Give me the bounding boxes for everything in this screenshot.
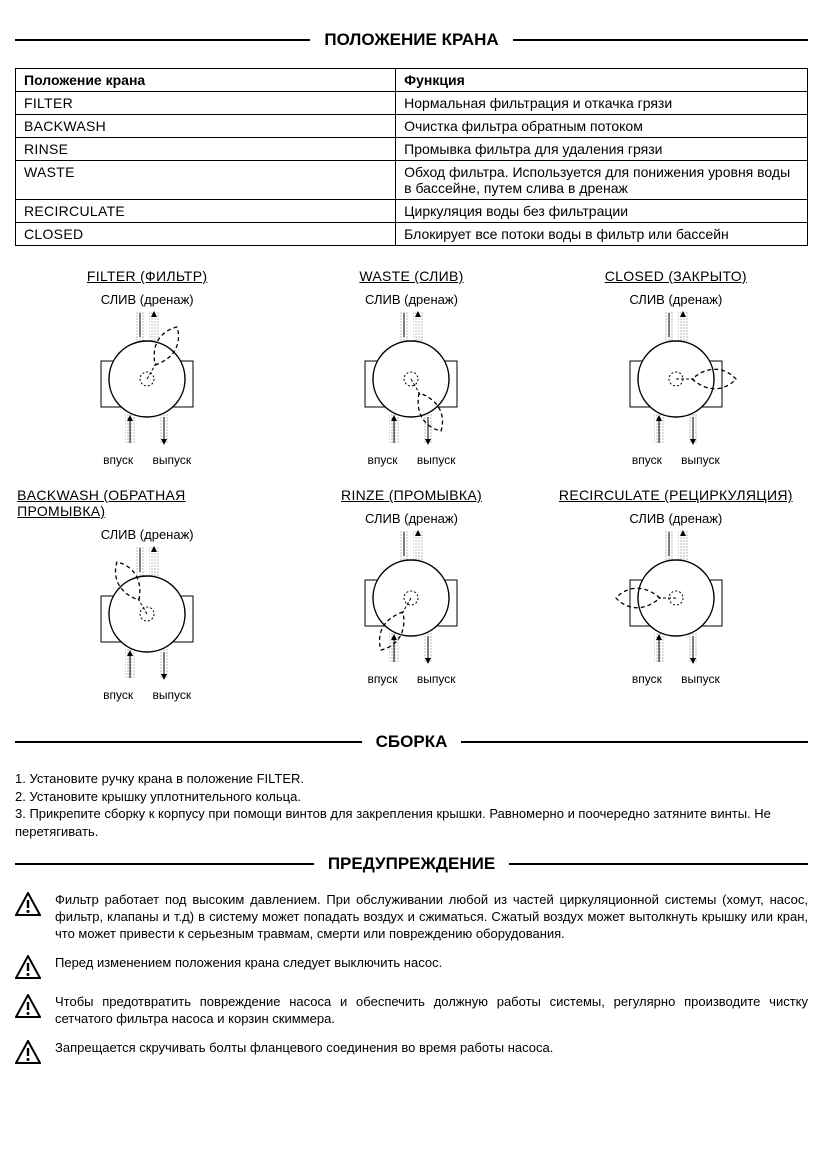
divider-line <box>461 741 808 743</box>
table-header-function: Функция <box>396 69 808 92</box>
warning-text: Запрещается скручивать болты фланцевого … <box>55 1040 808 1057</box>
valve-diagram: BACKWASH (ОБРАТНАЯ ПРОМЫВКА) СЛИВ (дрена… <box>17 487 277 702</box>
diagram-drain-label: СЛИВ (дренаж) <box>365 292 458 307</box>
warning-row: Фильтр работает под высоким давлением. П… <box>15 892 808 943</box>
diagram-ports: впуск выпуск <box>95 453 199 467</box>
table-cell-position: FILTER <box>16 92 396 115</box>
diagram-ports: впуск выпуск <box>360 672 464 686</box>
table-cell-position: CLOSED <box>16 223 396 246</box>
table-cell-position: RINSE <box>16 138 396 161</box>
diagram-ports: впуск выпуск <box>95 688 199 702</box>
section-title: ПОЛОЖЕНИЕ КРАНА <box>310 30 512 50</box>
warning-text: Фильтр работает под высоким давлением. П… <box>55 892 808 943</box>
table-cell-function: Обход фильтра. Используется для понижени… <box>396 161 808 200</box>
inlet-label: впуск <box>368 453 398 467</box>
diagram-drain-label: СЛИВ (дренаж) <box>101 292 194 307</box>
valve-diagram: CLOSED (ЗАКРЫТО) СЛИВ (дренаж) впуск вып… <box>546 268 806 467</box>
divider-line <box>513 39 808 41</box>
warning-text: Чтобы предотвратить повреждение насоса и… <box>55 994 808 1028</box>
divider-line <box>15 741 362 743</box>
table-cell-function: Нормальная фильтрация и откачка грязи <box>396 92 808 115</box>
diagrams-grid: FILTER (ФИЛЬТР) СЛИВ (дренаж) впуск выпу… <box>15 268 808 722</box>
warning-row: Чтобы предотвратить повреждение насоса и… <box>15 994 808 1028</box>
diagram-title: WASTE (СЛИВ) <box>359 268 463 284</box>
assembly-text: 1. Установите ручку крана в положение FI… <box>15 770 808 840</box>
outlet-label: выпуск <box>417 453 456 467</box>
inlet-label: впуск <box>368 672 398 686</box>
table-cell-function: Промывка фильтра для удаления грязи <box>396 138 808 161</box>
diagram-drain-label: СЛИВ (дренаж) <box>365 511 458 526</box>
warning-icon <box>15 892 41 919</box>
diagram-drain-label: СЛИВ (дренаж) <box>101 527 194 542</box>
table-row: FILTERНормальная фильтрация и откачка гр… <box>16 92 808 115</box>
section-header-positions: ПОЛОЖЕНИЕ КРАНА <box>15 30 808 50</box>
diagram-title: RECIRCULATE (РЕЦИРКУЛЯЦИЯ) <box>559 487 793 503</box>
diagram-ports: впуск выпуск <box>624 672 728 686</box>
table-row: BACKWASHОчистка фильтра обратным потоком <box>16 115 808 138</box>
diagram-ports: впуск выпуск <box>360 453 464 467</box>
inlet-label: впуск <box>103 453 133 467</box>
diagram-title: CLOSED (ЗАКРЫТО) <box>605 268 747 284</box>
diagram-title: BACKWASH (ОБРАТНАЯ ПРОМЫВКА) <box>17 487 277 519</box>
warning-text: Перед изменением положения крана следует… <box>55 955 808 972</box>
warning-icon <box>15 955 41 982</box>
table-header-position: Положение крана <box>16 69 396 92</box>
positions-table: Положение крана Функция FILTERНормальная… <box>15 68 808 246</box>
table-cell-function: Циркуляция воды без фильтрации <box>396 200 808 223</box>
table-cell-position: BACKWASH <box>16 115 396 138</box>
outlet-label: выпуск <box>153 688 192 702</box>
outlet-label: выпуск <box>681 453 720 467</box>
table-row: RINSEПромывка фильтра для удаления грязи <box>16 138 808 161</box>
valve-diagram: RECIRCULATE (РЕЦИРКУЛЯЦИЯ) СЛИВ (дренаж)… <box>546 487 806 702</box>
warning-icon <box>15 1040 41 1067</box>
divider-line <box>15 863 314 865</box>
diagram-title: RINZE (ПРОМЫВКА) <box>341 487 482 503</box>
divider-line <box>509 863 808 865</box>
diagram-ports: впуск выпуск <box>624 453 728 467</box>
table-cell-function: Очистка фильтра обратным потоком <box>396 115 808 138</box>
section-title: ПРЕДУПРЕЖДЕНИЕ <box>314 854 509 874</box>
table-cell-position: RECIRCULATE <box>16 200 396 223</box>
table-row: RECIRCULATEЦиркуляция воды без фильтраци… <box>16 200 808 223</box>
section-title: СБОРКА <box>362 732 462 752</box>
section-header-assembly: СБОРКА <box>15 732 808 752</box>
valve-diagram: WASTE (СЛИВ) СЛИВ (дренаж) впуск выпуск <box>281 268 541 467</box>
warning-row: Запрещается скручивать болты фланцевого … <box>15 1040 808 1067</box>
warning-icon <box>15 994 41 1021</box>
valve-diagram: FILTER (ФИЛЬТР) СЛИВ (дренаж) впуск выпу… <box>17 268 277 467</box>
warnings-list: Фильтр работает под высоким давлением. П… <box>15 892 808 1066</box>
section-header-warning: ПРЕДУПРЕЖДЕНИЕ <box>15 854 808 874</box>
table-cell-function: Блокирует все потоки воды в фильтр или б… <box>396 223 808 246</box>
valve-diagram: RINZE (ПРОМЫВКА) СЛИВ (дренаж) впуск вып… <box>281 487 541 702</box>
inlet-label: впуск <box>103 688 133 702</box>
diagram-title: FILTER (ФИЛЬТР) <box>87 268 207 284</box>
inlet-label: впуск <box>632 672 662 686</box>
table-cell-position: WASTE <box>16 161 396 200</box>
diagram-drain-label: СЛИВ (дренаж) <box>629 511 722 526</box>
outlet-label: выпуск <box>153 453 192 467</box>
outlet-label: выпуск <box>681 672 720 686</box>
divider-line <box>15 39 310 41</box>
diagram-drain-label: СЛИВ (дренаж) <box>629 292 722 307</box>
table-row: WASTEОбход фильтра. Используется для пон… <box>16 161 808 200</box>
outlet-label: выпуск <box>417 672 456 686</box>
table-row: CLOSEDБлокирует все потоки воды в фильтр… <box>16 223 808 246</box>
warning-row: Перед изменением положения крана следует… <box>15 955 808 982</box>
inlet-label: впуск <box>632 453 662 467</box>
